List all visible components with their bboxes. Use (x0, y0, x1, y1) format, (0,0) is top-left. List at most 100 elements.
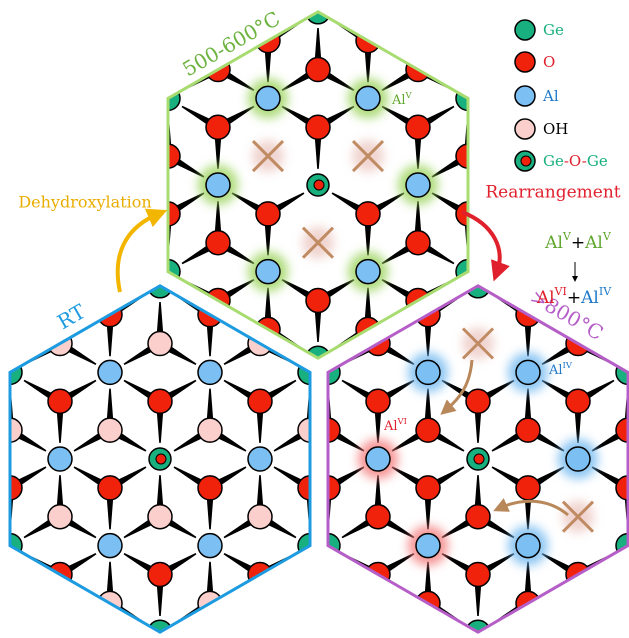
oxygen (168, 143, 181, 169)
vacancy-cross (461, 327, 495, 360)
legend: Ge O Al OH Ge-O-Ge (514, 19, 608, 172)
oxygen (147, 561, 173, 588)
operator: + (567, 288, 581, 308)
oxygen (415, 417, 441, 443)
aluminium (355, 85, 381, 112)
aluminium (355, 258, 381, 285)
vacancy-cross (251, 140, 285, 173)
ge-o-ge-core (155, 453, 167, 465)
element-symbol: Al (383, 419, 398, 434)
aluminium (197, 359, 223, 386)
bond-wedge (73, 599, 113, 625)
bond-wedge (465, 152, 468, 178)
oxygen (455, 201, 468, 227)
oxygen (205, 229, 231, 256)
oxygen (365, 503, 391, 530)
legend-swatch (520, 155, 532, 167)
panel-border (8, 284, 312, 634)
legend-label: Al (542, 87, 559, 105)
legend-label-part: Ge (543, 152, 564, 170)
ge-o-ge-core (473, 453, 485, 465)
aluminium (565, 446, 591, 472)
oxygen (305, 56, 331, 83)
oxygen (615, 417, 628, 443)
coordination: IV (599, 285, 612, 298)
ge-o-ge-core (313, 179, 325, 191)
germanium (465, 285, 491, 299)
aluminium (255, 85, 281, 112)
oxygen (515, 475, 541, 501)
oxygen (615, 475, 628, 501)
bond-wedge (525, 599, 565, 625)
oxygen (365, 388, 391, 415)
oxygen (515, 417, 541, 443)
hydroxyl (147, 330, 173, 357)
migration-arrow (440, 359, 474, 415)
oxygen (465, 388, 491, 415)
legend-label-part: Ge (587, 152, 608, 170)
element-symbol: Al (544, 233, 563, 253)
oxygen (455, 143, 468, 169)
oxygen (297, 475, 310, 501)
aluminium (247, 446, 273, 472)
hydroxyl (47, 503, 73, 530)
oxygen (465, 561, 491, 588)
element-symbol: Al (580, 288, 599, 308)
legend-swatch (514, 19, 536, 41)
coordination: VI (554, 285, 567, 298)
rearrangement-arrow (461, 210, 510, 282)
hydroxyl (97, 417, 123, 443)
reaction-products: AlVI+AlIV (536, 285, 612, 308)
oxygen (197, 475, 223, 501)
bond-wedge (256, 574, 264, 617)
hydroxyl (247, 503, 273, 530)
oxygen (305, 287, 331, 314)
oxygen (415, 475, 441, 501)
vacancy-cross (561, 500, 595, 533)
hydroxyl (197, 417, 223, 443)
coordination: V (602, 230, 612, 243)
legend-swatch (514, 118, 536, 140)
site-label: AlV (391, 90, 413, 108)
aluminium (47, 446, 73, 472)
oxygen (565, 388, 591, 415)
germanium (305, 11, 331, 25)
step-label: Dehydroxylation (18, 193, 151, 212)
operator: + (571, 233, 585, 253)
aluminium (255, 258, 281, 285)
oxygen (328, 417, 341, 443)
bond-wedge (168, 152, 171, 178)
oxygen (405, 229, 431, 256)
oxygen (247, 388, 273, 415)
germanium (465, 619, 491, 633)
migration-arrow (493, 498, 569, 517)
oxygen (328, 475, 341, 501)
aluminium (415, 532, 441, 559)
element-symbol: Al (584, 233, 603, 253)
aluminium (515, 359, 541, 386)
step-label: Rearrangement (485, 183, 620, 203)
site-label: AlIV (548, 360, 573, 378)
aluminium (405, 172, 431, 198)
hydroxyl (147, 503, 173, 530)
oxygen (405, 114, 431, 141)
oxygen (255, 201, 281, 227)
oxygen (465, 503, 491, 530)
dehydroxylation-arrow (115, 208, 168, 293)
aluminium (97, 359, 123, 386)
element-symbol: Al (391, 93, 406, 108)
coordination: V (562, 230, 572, 243)
germanium (147, 619, 173, 633)
site-label: AlVI (383, 416, 407, 434)
bond-wedge (207, 599, 247, 625)
reaction-reactants: AlV+AlV (544, 230, 612, 253)
bond-wedge (391, 599, 431, 625)
oxygen (97, 475, 123, 501)
oxygen (305, 114, 331, 141)
panel-border (166, 10, 470, 360)
bond-wedge (374, 574, 382, 617)
oxygen (355, 201, 381, 227)
